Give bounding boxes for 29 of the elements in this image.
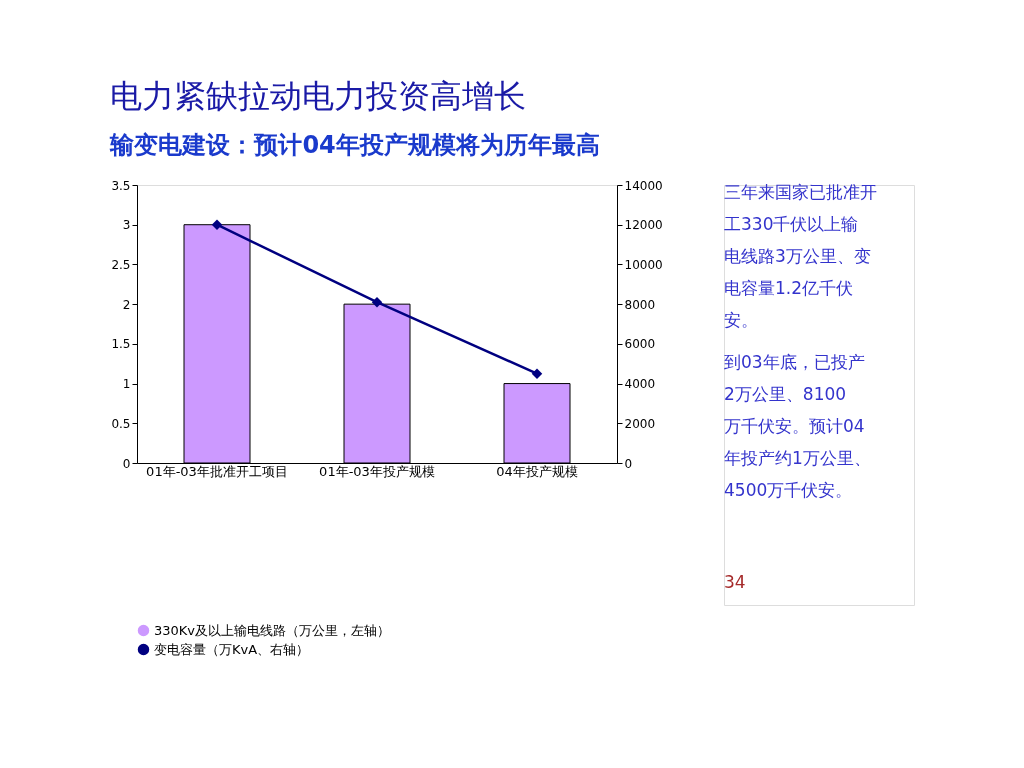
legend-label: 变电容量（万KvA、右轴） (154, 641, 310, 657)
y2-tick-label: 2000 (624, 416, 656, 431)
y-tick-label: 1.5 (111, 337, 131, 352)
text: 三年来国家已批准开工330千伏以上输电线路3万公里、变电容量1.2亿千伏安。 (724, 182, 877, 330)
y2-tick-label: 12000 (624, 218, 663, 233)
y2-tick-label: 6000 (624, 337, 656, 352)
y-tick-label: 3 (122, 218, 131, 233)
y2-tick-label: 14000 (624, 178, 663, 193)
y-tick-label: 1 (122, 377, 131, 392)
text: 到03年底，已投产2万公里、8100万千伏安。预计04年投产约1万公里、4500万千伏安。 (724, 352, 871, 500)
x-tick-label: 01年-03年批准开工项目 (146, 463, 288, 479)
chart-subtitle: 输变电建设：预计04年投产规模将为历年最高 (109, 130, 600, 159)
y2-tick-label: 0 (624, 456, 633, 471)
chart-title: 电力紧缺拉动电力投资高增长 (110, 76, 527, 115)
point (211, 219, 223, 230)
y2-tick-label: 8000 (624, 297, 656, 312)
y2-tick-label: 4000 (624, 377, 656, 392)
point (371, 296, 383, 308)
y-tick-label: 3.5 (111, 178, 131, 193)
y-tick-label: 2.5 (111, 257, 131, 272)
legend-label: 330Kv及以上输电线路（万公里，左轴） (154, 622, 391, 638)
x-tick-label: 04年投产规模 (496, 463, 578, 479)
y2-tick-label: 10000 (624, 257, 663, 272)
x-tick-label: 01年-03年投产规模 (319, 463, 435, 479)
text: 34 (724, 572, 746, 592)
y-tick-label: 0 (122, 456, 131, 471)
y-tick-label: 0.5 (111, 416, 131, 431)
point (531, 368, 543, 379)
y-tick-label: 2 (122, 297, 131, 312)
